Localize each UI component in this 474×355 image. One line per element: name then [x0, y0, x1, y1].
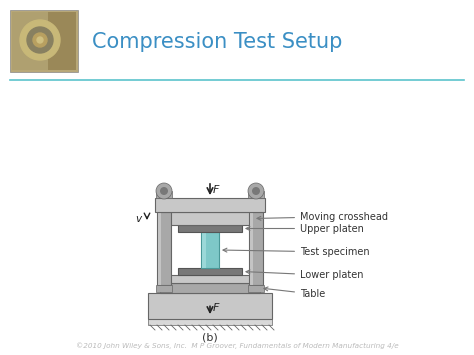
Circle shape [156, 183, 172, 199]
Bar [155, 198, 265, 212]
Text: Table: Table [264, 287, 325, 299]
Text: F: F [213, 185, 219, 195]
Bar [12, 12, 76, 70]
Bar [156, 285, 172, 292]
Text: F: F [213, 304, 219, 313]
Bar [160, 283, 260, 293]
Bar [248, 191, 264, 198]
Bar [250, 212, 253, 285]
Bar [157, 212, 171, 285]
Circle shape [252, 187, 260, 195]
Circle shape [27, 27, 53, 53]
Circle shape [37, 37, 43, 43]
Text: ©2010 John Wiley & Sons, Inc.  M P Groover, Fundamentals of Modern Manufacturing: ©2010 John Wiley & Sons, Inc. M P Groove… [76, 342, 398, 349]
Bar [169, 275, 251, 283]
Circle shape [248, 183, 264, 199]
Bar [167, 212, 253, 225]
Text: Lower platen: Lower platen [246, 270, 364, 280]
Bar [201, 232, 219, 268]
Text: (b): (b) [202, 333, 218, 343]
Bar [10, 10, 78, 72]
Bar [178, 225, 242, 232]
Bar [148, 319, 272, 325]
Text: Test specimen: Test specimen [223, 247, 370, 257]
Bar [248, 285, 264, 292]
Circle shape [20, 20, 60, 60]
Bar [156, 191, 172, 198]
Bar [158, 212, 161, 285]
Bar [202, 232, 206, 268]
Text: Upper platen: Upper platen [246, 224, 364, 234]
Text: v: v [135, 214, 141, 224]
Circle shape [160, 187, 168, 195]
Bar [148, 293, 272, 319]
Circle shape [33, 33, 47, 47]
Bar [249, 212, 263, 285]
Bar [12, 12, 48, 70]
Text: Moving crosshead: Moving crosshead [257, 212, 388, 222]
Text: Compression Test Setup: Compression Test Setup [92, 32, 342, 52]
Bar [178, 268, 242, 275]
